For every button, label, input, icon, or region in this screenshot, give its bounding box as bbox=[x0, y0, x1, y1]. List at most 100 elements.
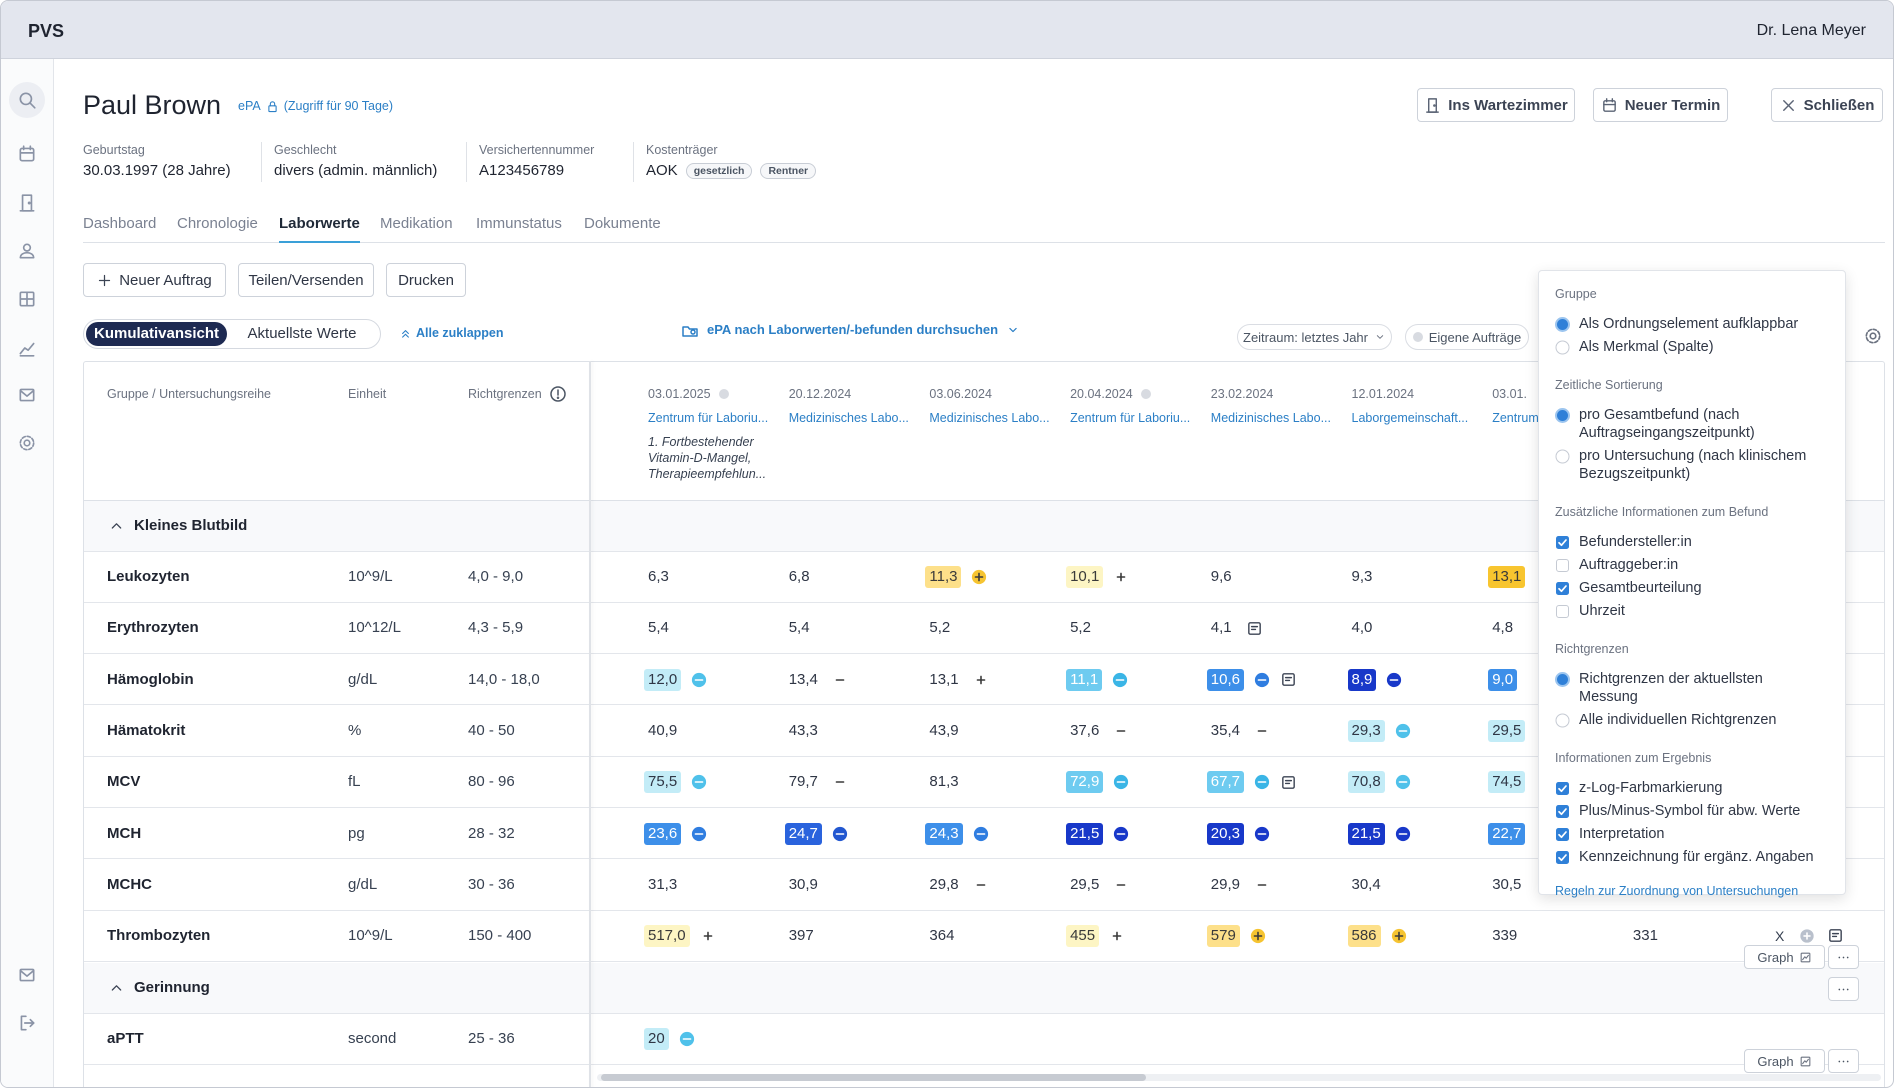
settings-option[interactable]: Uhrzeit bbox=[1555, 600, 1829, 623]
icon-gear[interactable] bbox=[1863, 326, 1883, 346]
checkbox[interactable] bbox=[1555, 604, 1570, 619]
value-cell: 75,5 bbox=[644, 771, 707, 794]
settings-option[interactable]: Befundersteller:in bbox=[1555, 531, 1829, 554]
radio-button[interactable] bbox=[1555, 713, 1570, 728]
icon-user[interactable] bbox=[17, 241, 37, 261]
view-option[interactable]: Kumulativansicht bbox=[86, 322, 227, 346]
lab-value: 12,0 bbox=[644, 668, 682, 691]
filter-chip[interactable]: Eigene Aufträge bbox=[1405, 324, 1529, 350]
group-header[interactable]: Gerinnung bbox=[109, 978, 210, 998]
deviation-flag bbox=[1254, 877, 1270, 893]
tab[interactable]: Immunstatus bbox=[476, 215, 562, 232]
checkbox[interactable] bbox=[1555, 781, 1570, 796]
toolbar-button[interactable]: Neuer Auftrag bbox=[83, 263, 226, 297]
result-lab[interactable]: Zentrum für Laboriu... bbox=[1070, 411, 1191, 425]
header-action[interactable]: Ins Wartezimmer bbox=[1417, 88, 1575, 122]
toolbar-button[interactable]: Drucken bbox=[386, 263, 466, 297]
settings-option[interactable]: Als Merkmal (Spalte) bbox=[1555, 336, 1829, 359]
group-name: Gerinnung bbox=[134, 978, 210, 996]
option-label: pro Untersuchung (nach klinischem Bezugs… bbox=[1579, 448, 1807, 482]
group-header[interactable]: Kleines Blutbild bbox=[109, 516, 247, 536]
value-cell: 5,4 bbox=[785, 617, 814, 639]
settings-option[interactable]: z-Log-Farbmarkierung bbox=[1555, 777, 1829, 800]
tab[interactable]: Dokumente bbox=[584, 215, 661, 232]
tab[interactable]: Laborwerte bbox=[279, 214, 360, 243]
checkbox[interactable] bbox=[1555, 558, 1570, 573]
result-lab[interactable]: Medizinisches Labo... bbox=[1210, 411, 1331, 425]
row-menu[interactable] bbox=[1828, 977, 1859, 1001]
settings-option[interactable]: pro Untersuchung (nach klinischem Bezugs… bbox=[1555, 445, 1829, 486]
checkbox[interactable] bbox=[1555, 535, 1570, 550]
filter-chip[interactable]: Zeitraum: letztes Jahr bbox=[1237, 324, 1392, 350]
lab-value: 579 bbox=[1206, 925, 1240, 948]
icon-gear[interactable] bbox=[17, 433, 37, 453]
radio-button[interactable] bbox=[1555, 340, 1570, 355]
icon-mail[interactable] bbox=[17, 965, 37, 985]
settings-option[interactable]: Als Ordnungselement aufklappbar bbox=[1555, 313, 1829, 336]
user-name[interactable]: Dr. Lena Meyer bbox=[1756, 22, 1866, 39]
icon-mail[interactable] bbox=[17, 385, 37, 405]
icon-door[interactable] bbox=[17, 193, 37, 213]
graph-button[interactable]: Graph bbox=[1744, 1049, 1825, 1073]
result-lab[interactable]: Zentrum für Laboriu... bbox=[648, 411, 769, 425]
scroll-thumb[interactable] bbox=[601, 1074, 1146, 1081]
settings-option[interactable]: Richtgrenzen der aktuellsten Messung bbox=[1555, 668, 1829, 709]
checkbox-part-part bbox=[1556, 604, 1569, 618]
settings-option[interactable]: Alle individuellen Richtgrenzen bbox=[1555, 709, 1829, 732]
filter-label: Zeitraum: letztes Jahr bbox=[1243, 329, 1368, 345]
settings-option[interactable]: Auftraggeber:in bbox=[1555, 554, 1829, 577]
icon-cal[interactable] bbox=[17, 144, 37, 164]
epa-search[interactable]: ePA nach Laborwerten/-befunden durchsuch… bbox=[681, 321, 1020, 339]
deviation-flag-part bbox=[1257, 730, 1267, 732]
radio-button[interactable] bbox=[1555, 407, 1570, 423]
header-action[interactable]: Neuer Termin bbox=[1593, 88, 1728, 122]
graph-button[interactable]: Graph bbox=[1744, 945, 1825, 969]
radio-button[interactable] bbox=[1555, 671, 1570, 687]
tab[interactable]: Dashboard bbox=[83, 215, 157, 232]
icon-grid[interactable] bbox=[17, 289, 37, 309]
header-action[interactable]: Schließen bbox=[1771, 88, 1883, 122]
view-option[interactable]: Aktuellste Werte bbox=[247, 325, 357, 342]
option-label: pro Gesamtbefund (nach Auftragseingangsz… bbox=[1579, 407, 1755, 441]
lab-value: 5,4 bbox=[788, 619, 810, 637]
tab[interactable]: Medikation bbox=[380, 215, 453, 232]
radio-button[interactable] bbox=[1555, 316, 1570, 332]
checkbox-part-part bbox=[1556, 827, 1569, 841]
settings-option[interactable]: Gesamtbeurteilung bbox=[1555, 577, 1829, 600]
checkbox-part bbox=[1556, 535, 1569, 549]
settings-option[interactable]: Interpretation bbox=[1555, 823, 1829, 846]
settings-option[interactable]: Kennzeichnung für ergänz. Angaben bbox=[1555, 846, 1829, 869]
result-lab[interactable]: Medizinisches Labo... bbox=[788, 411, 909, 425]
lab-value: 79,7 bbox=[788, 773, 818, 791]
lab-value: 9,6 bbox=[1210, 568, 1232, 586]
settings-link[interactable]: Regeln zur Zuordnung von Untersuchungen bbox=[1555, 884, 1799, 898]
epa-access[interactable]: ePA (Zugriff für 90 Tage) bbox=[238, 98, 393, 114]
toolbar-button[interactable]: Teilen/Versenden bbox=[238, 263, 374, 297]
option-label: Plus/Minus-Symbol für abw. Werte bbox=[1579, 803, 1801, 819]
lab-value: 29,5 bbox=[1070, 876, 1100, 894]
field-text: A123456789 bbox=[479, 162, 565, 179]
settings-option[interactable]: pro Gesamtbefund (nach Auftragseingangsz… bbox=[1555, 404, 1829, 445]
icon-search[interactable] bbox=[17, 90, 37, 110]
result-lab[interactable]: Zentrum bbox=[1492, 411, 1539, 425]
radio-button[interactable] bbox=[1555, 449, 1570, 464]
checkbox[interactable] bbox=[1555, 850, 1570, 865]
result-lab[interactable]: Medizinisches Labo... bbox=[929, 411, 1050, 425]
result-lab[interactable]: Laborgemeinschaft... bbox=[1351, 411, 1469, 425]
collapse-all[interactable]: Alle zuklappen bbox=[399, 325, 504, 341]
tab[interactable]: Chronologie bbox=[177, 215, 258, 232]
icon-chart[interactable] bbox=[17, 338, 37, 358]
checkbox[interactable] bbox=[1555, 827, 1570, 842]
checkbox[interactable] bbox=[1555, 804, 1570, 819]
lab-value: 21,5 bbox=[1066, 822, 1104, 845]
row-menu[interactable] bbox=[1828, 945, 1859, 969]
checkbox[interactable] bbox=[1555, 581, 1570, 596]
row-line bbox=[84, 1014, 1884, 1065]
row-line bbox=[84, 911, 1884, 963]
settings-option[interactable]: Plus/Minus-Symbol für abw. Werte bbox=[1555, 800, 1829, 823]
row-name: Thrombozyten bbox=[107, 927, 211, 945]
row-menu[interactable] bbox=[1828, 1049, 1859, 1073]
icon-logout[interactable] bbox=[17, 1013, 37, 1033]
icon-graph-part-part bbox=[1801, 954, 1809, 960]
